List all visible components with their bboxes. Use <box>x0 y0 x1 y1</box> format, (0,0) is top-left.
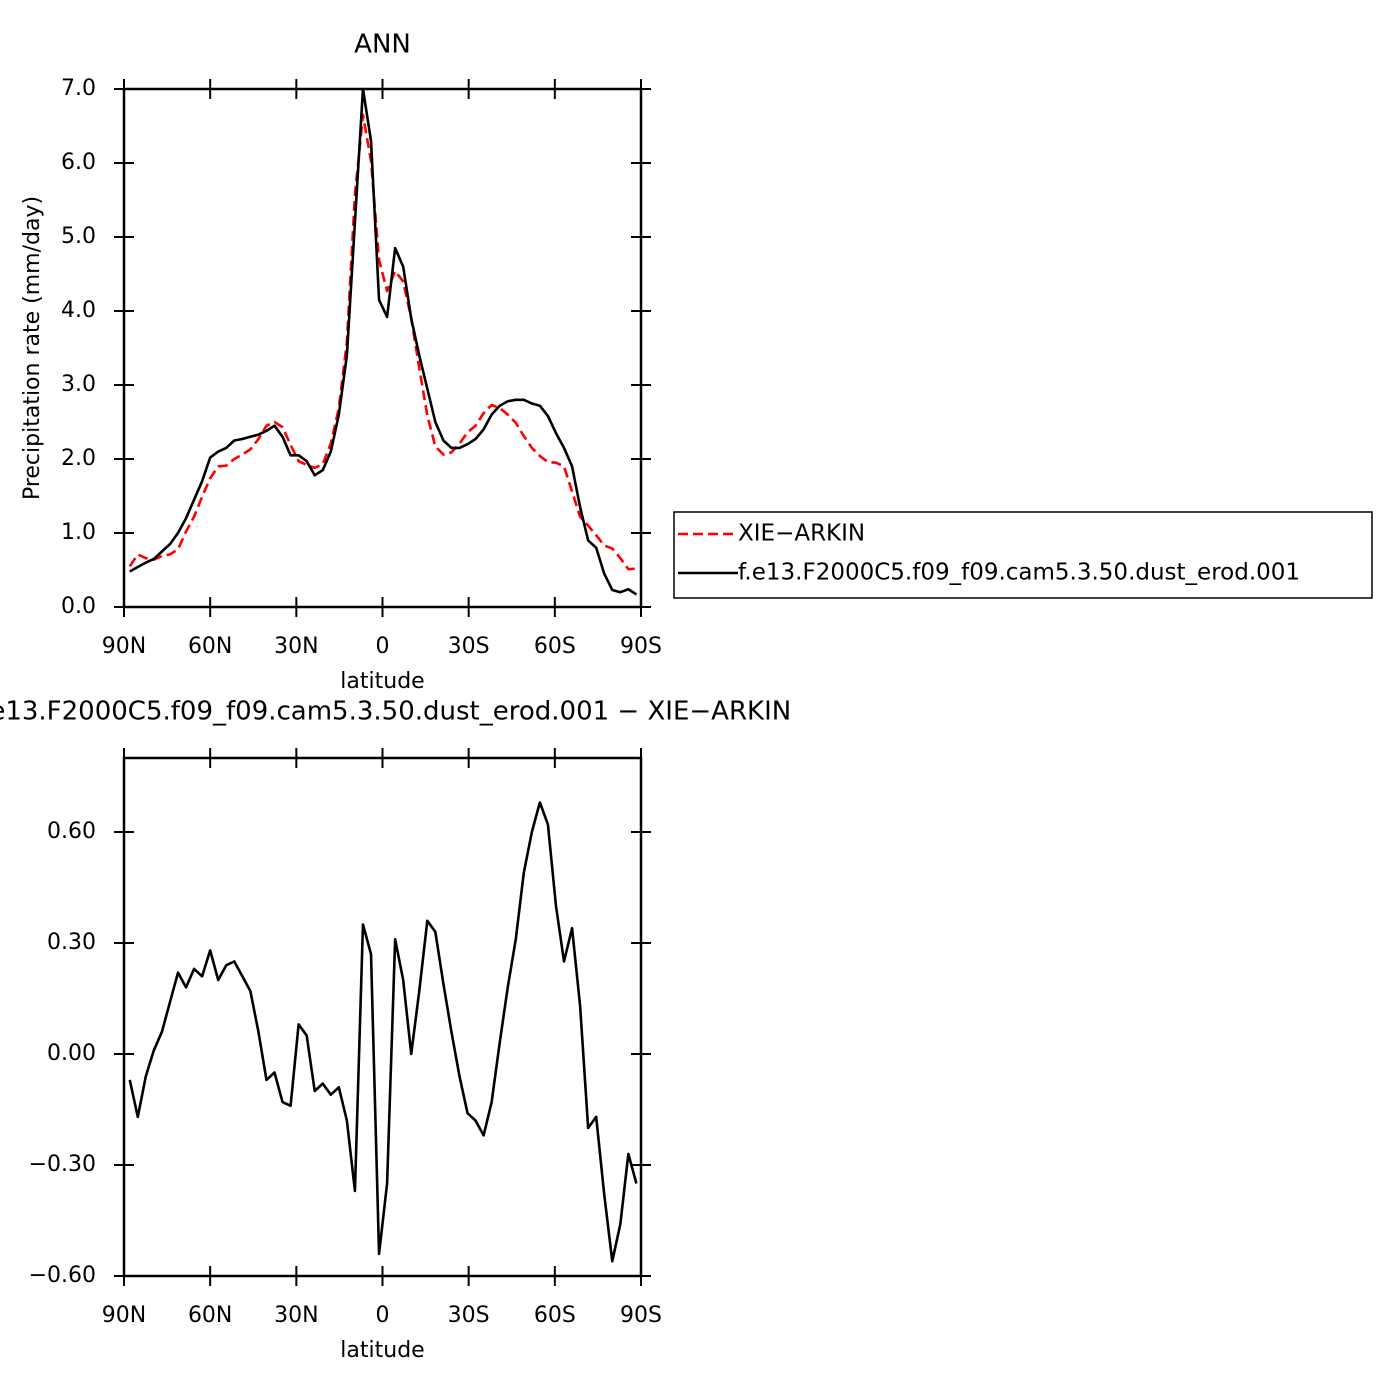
x-tick-label: 90N <box>102 634 146 659</box>
y-tick-label: −0.60 <box>29 1263 96 1288</box>
x-tick-label: 30S <box>448 634 490 659</box>
y-tick-label: 7.0 <box>61 76 96 101</box>
y-tick-label: 2.0 <box>61 446 96 471</box>
series-line <box>128 801 638 1263</box>
chart-title: f.e13.F2000C5.f09_f09.cam5.3.50.dust_ero… <box>0 697 791 727</box>
x-tick-label: 60N <box>188 1303 232 1328</box>
legend-text: XIE−ARKIN <box>738 521 865 547</box>
x-tick-label: 0 <box>376 634 390 659</box>
y-tick-label: 4.0 <box>61 298 96 323</box>
y-tick-label: 0.0 <box>61 594 96 619</box>
y-tick-label: 6.0 <box>61 150 96 175</box>
x-tick-label: 30S <box>448 1303 490 1328</box>
series-line <box>128 113 637 571</box>
x-tick-label: 30N <box>274 634 318 659</box>
x-tick-label: 0 <box>376 1303 390 1328</box>
y-tick-label: −0.30 <box>29 1152 96 1177</box>
y-tick-label: 1.0 <box>61 520 96 545</box>
x-axis-label: latitude <box>340 1338 424 1363</box>
y-tick-label: 0.60 <box>47 819 96 844</box>
x-tick-label: 60S <box>534 634 576 659</box>
x-tick-label: 90N <box>102 1303 146 1328</box>
x-tick-label: 90S <box>620 634 662 659</box>
chart-title: ANN <box>354 30 411 60</box>
y-axis-label: Precipitation rate (mm/day) <box>20 196 45 500</box>
y-tick-label: 0.00 <box>47 1041 96 1066</box>
y-tick-label: 5.0 <box>61 224 96 249</box>
y-tick-label: 3.0 <box>61 372 96 397</box>
x-tick-label: 60N <box>188 634 232 659</box>
x-tick-label: 60S <box>534 1303 576 1328</box>
x-tick-label: 90S <box>620 1303 662 1328</box>
y-tick-label: 0.30 <box>47 930 96 955</box>
plot-frame <box>122 87 643 609</box>
legend-text: f.e13.F2000C5.f09_f09.cam5.3.50.dust_ero… <box>738 560 1300 586</box>
plot-frame <box>122 756 643 1278</box>
series-line <box>129 87 638 596</box>
x-tick-label: 30N <box>274 1303 318 1328</box>
x-axis-label: latitude <box>340 669 424 694</box>
legend-box <box>673 511 1373 599</box>
